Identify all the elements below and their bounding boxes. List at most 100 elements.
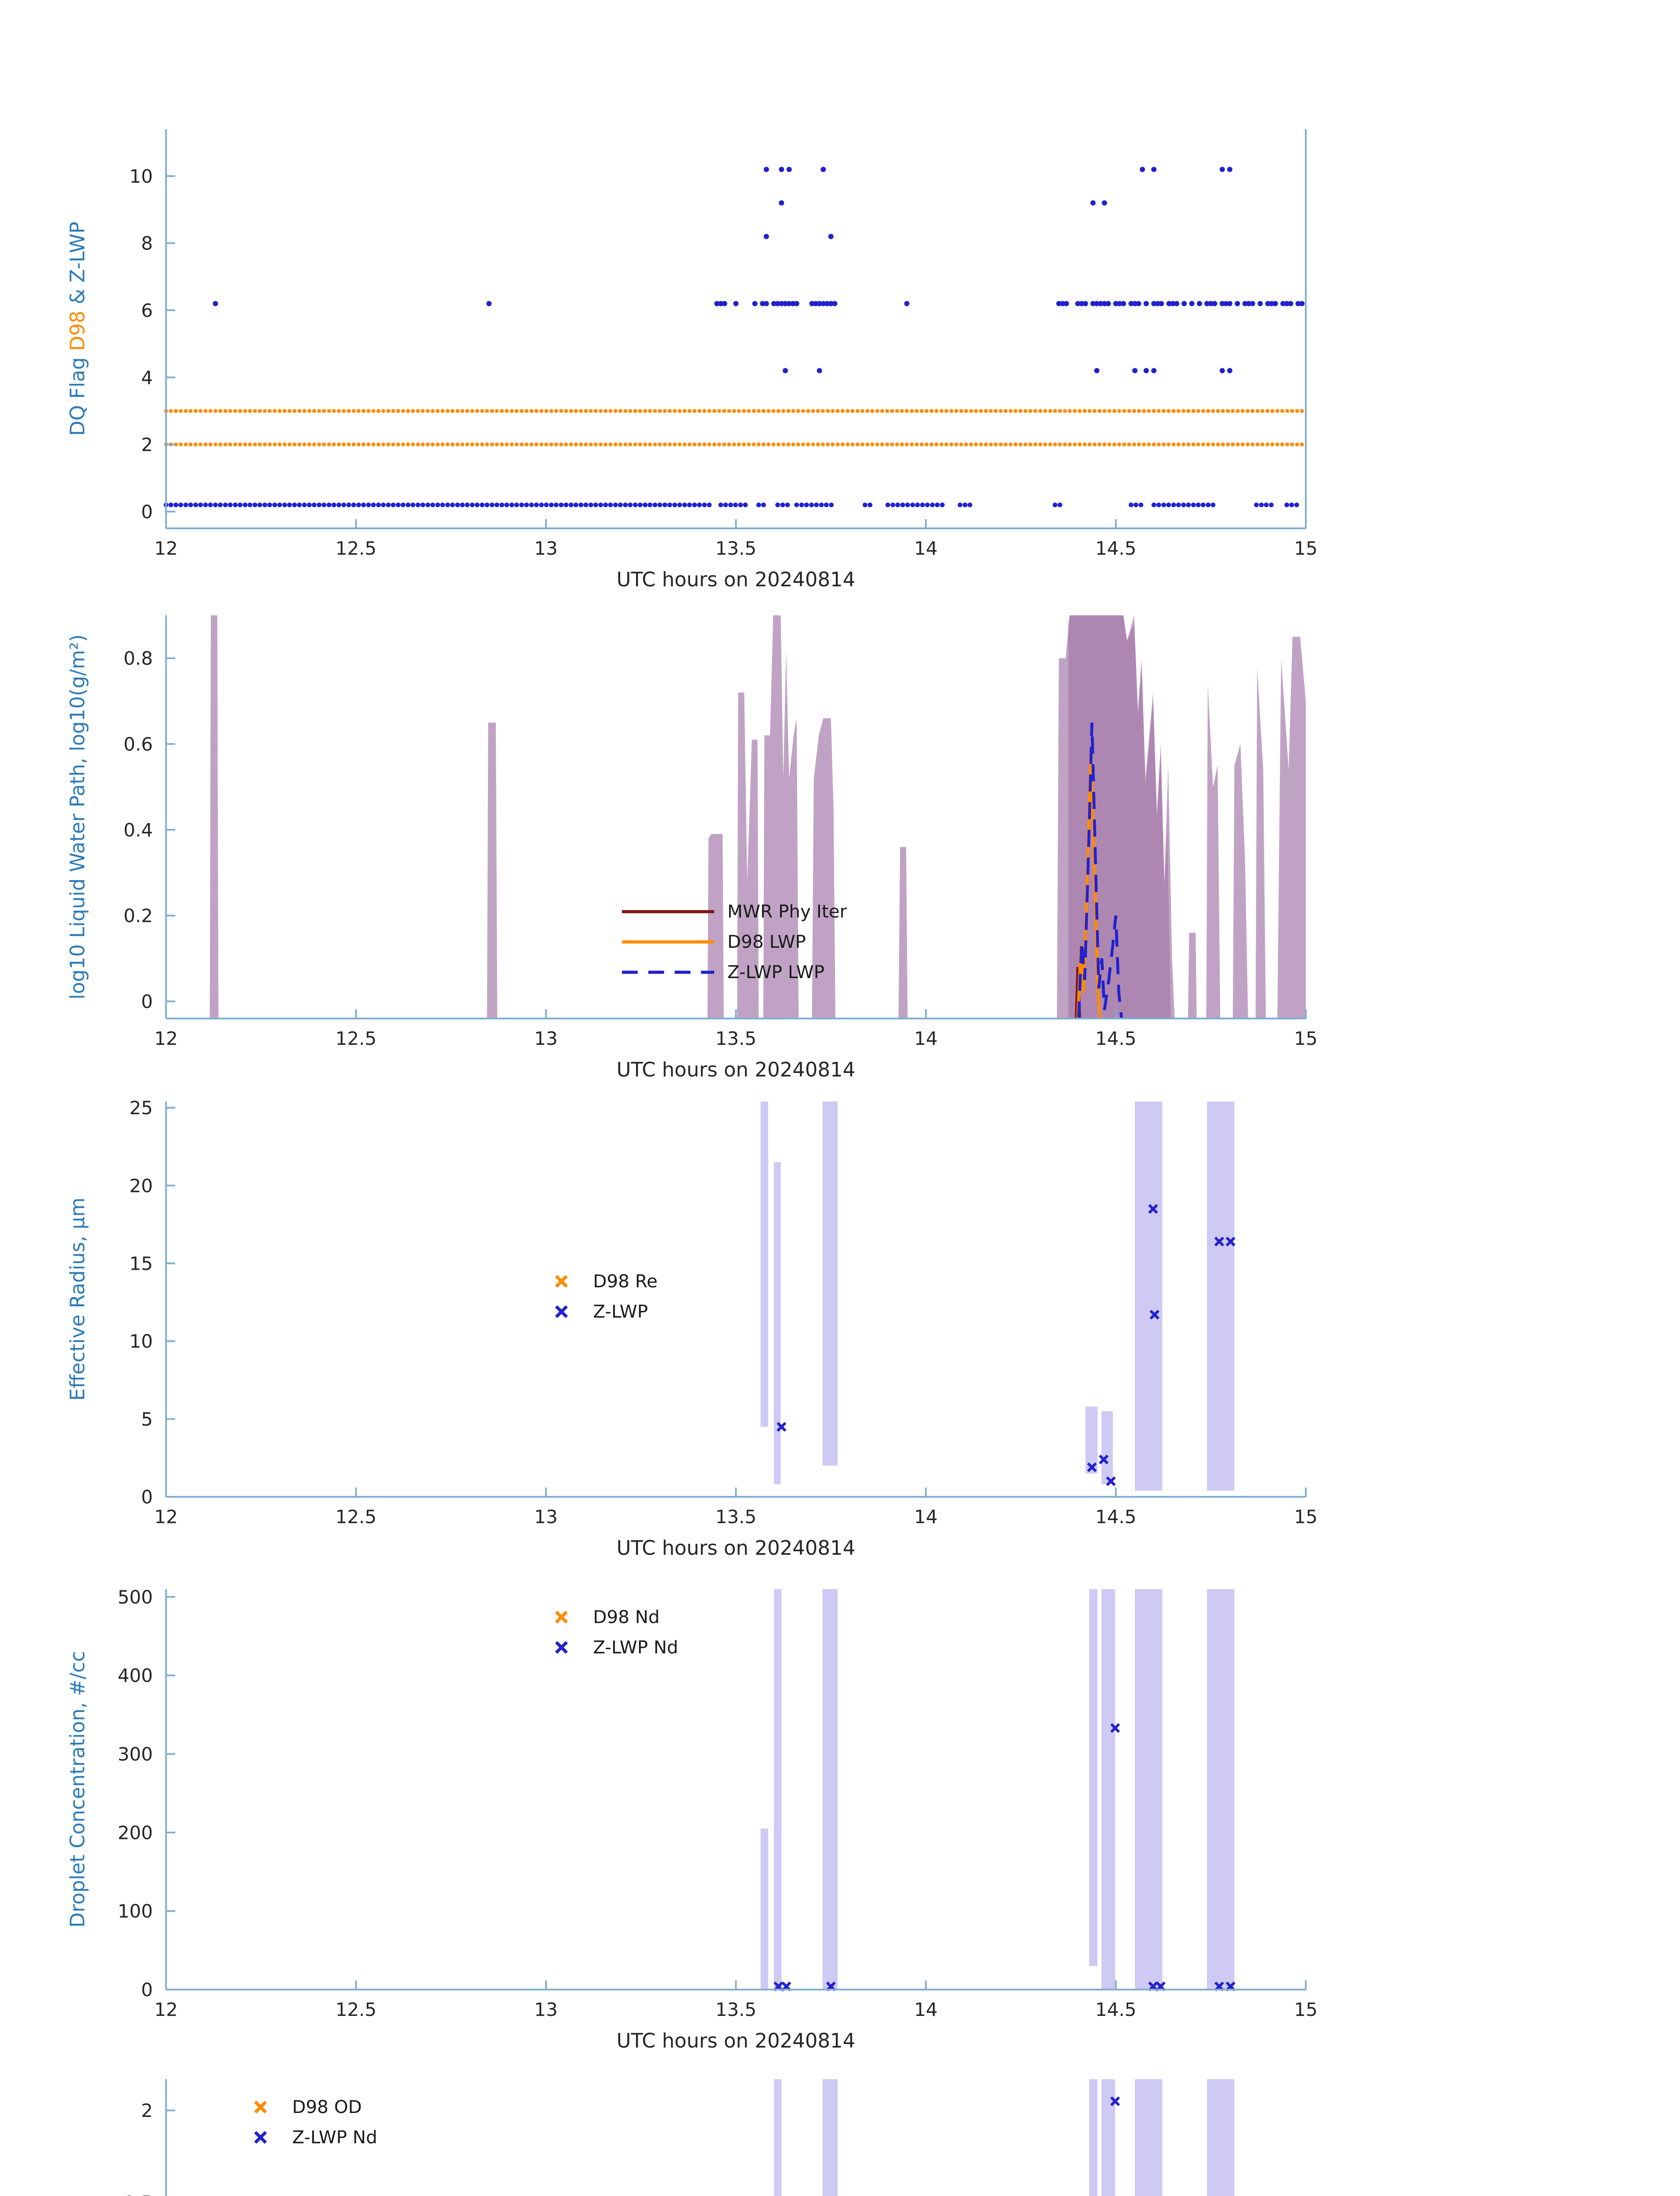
flag-dot: [584, 409, 588, 413]
flag-dot: [455, 442, 460, 447]
flag-dot: [520, 409, 524, 413]
flag-dot: [648, 442, 652, 447]
flag-dot: [643, 502, 648, 508]
flag-dot: [194, 409, 198, 413]
flag-point: [1079, 301, 1084, 307]
flag-dot: [203, 442, 208, 447]
data-x-marker: [1106, 1476, 1116, 1486]
flag-dot: [470, 409, 474, 413]
flag-dot: [1068, 442, 1072, 447]
flag-dot: [1033, 442, 1037, 447]
flag-dot: [332, 409, 336, 413]
flag-dot: [411, 409, 415, 413]
x-tick-label: 14.5: [1095, 538, 1137, 559]
flag-dot: [495, 442, 499, 447]
flag-dot: [781, 409, 785, 413]
flag-point: [763, 234, 769, 239]
flag-dot: [638, 442, 642, 447]
flag-dot: [865, 442, 870, 447]
flag-point: [1204, 301, 1210, 307]
flag-dot: [845, 409, 850, 413]
flag-dot: [890, 442, 894, 447]
flag-dot: [327, 442, 331, 447]
flag-dot: [307, 442, 311, 447]
flag-dot: [396, 409, 401, 413]
flag-dot: [549, 409, 553, 413]
flag-dot: [962, 502, 968, 508]
flag-point: [828, 301, 834, 307]
flag-dot: [850, 409, 855, 413]
flag-dot: [1156, 502, 1161, 508]
flag-dot: [445, 442, 450, 447]
flag-dot: [949, 442, 954, 447]
flag-dot: [1226, 442, 1230, 447]
flag-dot: [490, 409, 494, 413]
flag-dot: [1280, 442, 1284, 447]
flag-dot: [914, 409, 919, 413]
flag-dot: [677, 502, 682, 508]
flag-dot: [697, 502, 702, 508]
flag-dot: [1053, 409, 1057, 413]
flag-dot: [554, 442, 558, 447]
flag-point: [1288, 301, 1293, 307]
flag-point: [786, 166, 792, 172]
flag-dot: [1201, 442, 1205, 447]
flag-dot: [771, 442, 776, 447]
flag-dot: [1255, 409, 1260, 413]
flag-dot: [218, 502, 223, 508]
flag-dot: [959, 442, 963, 447]
flag-dot: [984, 442, 988, 447]
flag-dot: [633, 409, 637, 413]
flag-dot: [549, 442, 553, 447]
cloud-band: [1207, 2079, 1235, 2196]
x-tick-label: 15: [1294, 1999, 1317, 2020]
flag-dot: [1221, 409, 1225, 413]
flag-dot: [662, 502, 668, 508]
flag-dot: [599, 409, 603, 413]
flag-dot: [628, 409, 632, 413]
flag-dot: [702, 409, 707, 413]
flag-dot: [920, 442, 924, 447]
flag-dot: [766, 409, 771, 413]
flag-dot: [964, 442, 968, 447]
flag-point: [1227, 166, 1232, 172]
x-tick-label: 12.5: [336, 1506, 377, 1528]
flag-dot: [1171, 502, 1176, 508]
flag-dot: [747, 442, 751, 447]
y-tick-label: 2: [141, 2100, 153, 2121]
flag-dot: [1147, 409, 1151, 413]
flag-dot: [672, 502, 677, 508]
flag-dot: [974, 442, 978, 447]
flag-dot: [416, 409, 420, 413]
flag-dot: [1112, 442, 1116, 447]
flag-dot: [317, 502, 322, 508]
flag-dot: [1057, 502, 1062, 508]
flag-point: [1219, 166, 1225, 172]
flag-point: [817, 301, 822, 307]
flag-dot: [954, 442, 958, 447]
flag-dot: [742, 409, 746, 413]
flag-dot: [553, 502, 559, 508]
flag-dot: [742, 442, 746, 447]
flag-dot: [1152, 409, 1156, 413]
flag-point: [1090, 200, 1096, 206]
flag-dot: [366, 442, 371, 447]
flag-dot: [341, 502, 347, 508]
flag-dot: [821, 442, 825, 447]
flag-dot: [791, 409, 795, 413]
flag-dot: [430, 442, 435, 447]
flag-dot: [168, 502, 173, 508]
flag-point: [733, 301, 739, 307]
flag-dot: [208, 442, 213, 447]
flag-dot: [1270, 442, 1275, 447]
flag-dot: [628, 442, 632, 447]
flag-dot: [895, 502, 900, 508]
flag-dot: [287, 442, 292, 447]
flag-dot: [312, 409, 316, 413]
flag-dot: [1289, 502, 1294, 508]
flag-dot: [1028, 409, 1033, 413]
flag-dot: [184, 442, 188, 447]
flag-dot: [1285, 442, 1290, 447]
flag-dot: [1200, 502, 1206, 508]
flag-dot: [1107, 409, 1112, 413]
